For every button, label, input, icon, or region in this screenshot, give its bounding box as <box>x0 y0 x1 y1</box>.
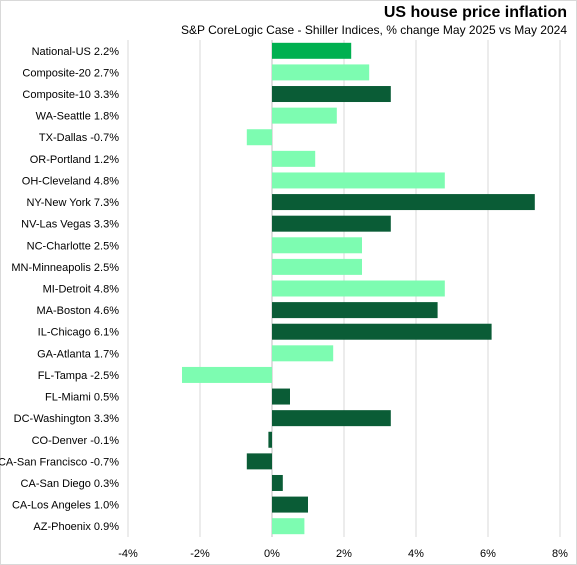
bar <box>272 410 391 427</box>
x-tick-label: -2% <box>190 548 210 560</box>
category-label: NC-Charlotte 2.5% <box>27 240 120 252</box>
category-label: TX-Dallas -0.7% <box>39 132 119 144</box>
bar <box>246 129 272 146</box>
category-label: OH-Cleveland 4.8% <box>22 175 119 187</box>
category-label: CA-San Diego 0.3% <box>21 478 120 490</box>
x-tick-label: -4% <box>118 548 138 560</box>
bar <box>272 258 362 275</box>
category-label: MI-Detroit 4.8% <box>43 284 120 296</box>
chart-subtitle: S&P CoreLogic Case - Shiller Indices, % … <box>181 23 567 37</box>
bar <box>272 302 438 319</box>
bar <box>272 150 316 167</box>
x-tick-label: 4% <box>408 548 424 560</box>
bar <box>272 323 492 340</box>
category-label: GA-Atlanta 1.7% <box>37 348 119 360</box>
category-label: CO-Denver -0.1% <box>32 435 120 447</box>
gridlines <box>127 40 561 537</box>
x-tick-label: 0% <box>264 548 280 560</box>
category-label: National-US 2.2% <box>32 46 120 58</box>
bar <box>272 107 337 124</box>
bar <box>268 431 272 448</box>
x-axis-tick-labels: -4% -2% 0% 2% 4% 6% 8% <box>118 548 568 560</box>
category-label: CA-Los Angeles 1.0% <box>12 500 119 512</box>
bar <box>272 474 283 491</box>
bar <box>272 86 391 103</box>
category-label: MN-Minneapolis 2.5% <box>11 262 119 274</box>
category-label: Composite-10 3.3% <box>22 89 119 101</box>
x-tick-label: 6% <box>480 548 496 560</box>
chart-title: US house price inflation <box>383 4 567 21</box>
category-label: CA-San Francisco -0.7% <box>0 456 119 468</box>
category-label: WA-Seattle 1.8% <box>36 111 120 123</box>
category-label: Composite-20 2.7% <box>22 67 119 79</box>
bars <box>182 42 535 535</box>
bar <box>272 518 305 535</box>
bar <box>182 366 272 383</box>
x-tick-label: 8% <box>552 548 568 560</box>
x-tick-label: 2% <box>336 548 352 560</box>
bar <box>272 194 535 211</box>
category-label: NY-New York 7.3% <box>26 197 119 209</box>
bar <box>272 496 308 513</box>
category-label: NV-Las Vegas 3.3% <box>21 219 119 231</box>
bar <box>272 388 290 405</box>
category-label: IL-Chicago 6.1% <box>38 327 120 339</box>
category-label: FL-Miami 0.5% <box>45 392 119 404</box>
category-label: MA-Boston 4.6% <box>36 305 119 317</box>
category-label: OR-Portland 1.2% <box>30 154 119 166</box>
category-label: AZ-Phoenix 0.9% <box>33 521 119 533</box>
category-label: FL-Tampa -2.5% <box>38 370 120 382</box>
bar <box>272 237 362 254</box>
category-labels: National-US 2.2% Composite-20 2.7% Composi… <box>0 46 119 533</box>
bar <box>246 453 272 470</box>
category-label: DC-Washington 3.3% <box>14 413 120 425</box>
bar <box>272 64 370 81</box>
bar <box>272 345 334 362</box>
bar <box>272 215 391 232</box>
bar <box>272 280 445 297</box>
bar <box>272 42 352 59</box>
bar <box>272 172 445 189</box>
